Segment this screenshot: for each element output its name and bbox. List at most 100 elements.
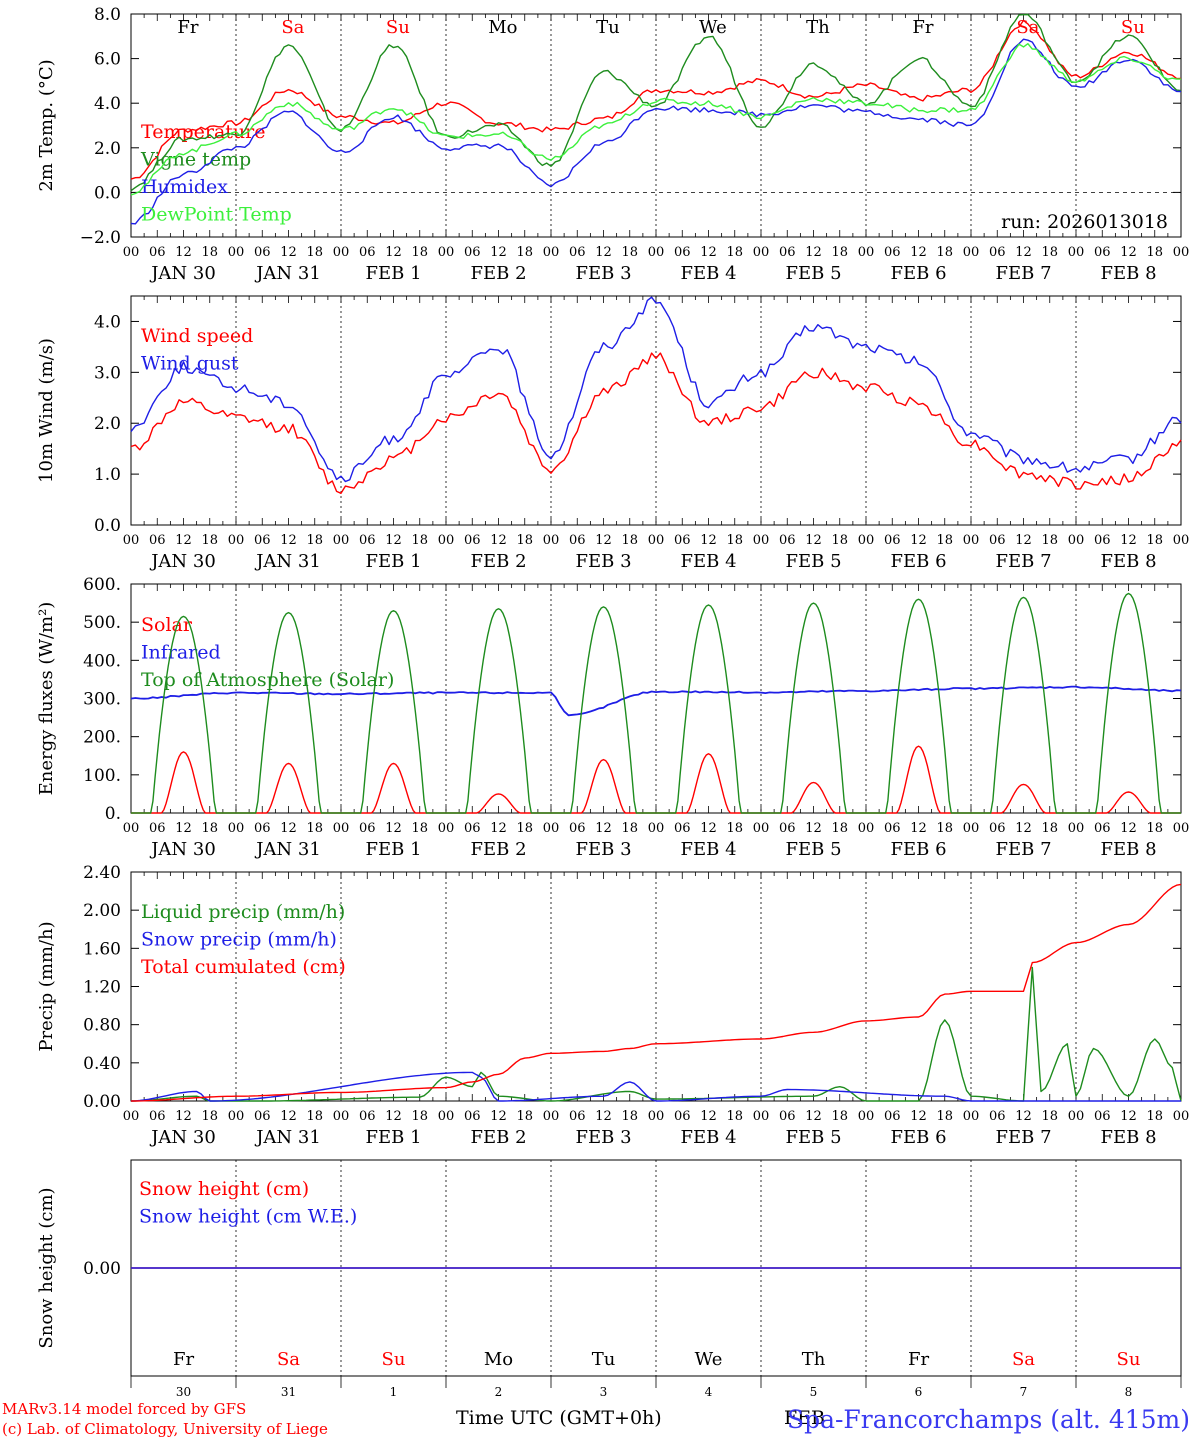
y-tick-label: 500.: [83, 613, 121, 633]
y-tick-label: 200.: [83, 728, 121, 748]
hour-tick-label: 12: [910, 1109, 927, 1124]
hour-tick-label: 06: [989, 245, 1006, 260]
hour-tick-label: 00: [858, 245, 875, 260]
hour-tick-label: 18: [201, 1109, 218, 1124]
series-line-humidex: [130, 38, 1182, 225]
hour-tick-label: 00: [648, 533, 665, 548]
hour-tick-label: 00: [333, 245, 350, 260]
legend-entry: Snow height (cm): [139, 1178, 309, 1200]
hour-tick-label: 00: [963, 245, 980, 260]
hour-tick-label: 00: [1173, 821, 1190, 836]
hour-tick-label: 00: [963, 1109, 980, 1124]
hour-tick-label: 12: [385, 1109, 402, 1124]
hour-tick-label: 06: [464, 1109, 481, 1124]
hour-tick-label: 06: [779, 821, 796, 836]
legend-entry: Wind gust: [141, 353, 239, 375]
hour-tick-label: 06: [674, 533, 691, 548]
hour-tick-label: 18: [201, 245, 218, 260]
weekday-label: Sa: [1016, 17, 1039, 38]
date-label: FEB 5: [785, 839, 841, 860]
hour-tick-label: 00: [858, 821, 875, 836]
day-number-label: 1: [390, 1385, 398, 1399]
day-number-label: 30: [176, 1385, 191, 1399]
series-line-total-cumulated-cm-: [131, 883, 1182, 1102]
hour-tick-label: 12: [175, 533, 192, 548]
hour-tick-label: 00: [438, 533, 455, 548]
hour-tick-label: 00: [753, 821, 770, 836]
hour-tick-label: 18: [936, 1109, 953, 1124]
date-label: FEB 3: [575, 839, 631, 860]
hour-tick-label: 00: [543, 245, 560, 260]
hour-tick-label: 00: [1068, 1109, 1085, 1124]
date-label: FEB 6: [890, 551, 946, 572]
day-number-label: 4: [705, 1385, 713, 1399]
hour-tick-label: 00: [858, 533, 875, 548]
date-label: FEB 5: [785, 551, 841, 572]
hour-tick-label: 00: [648, 821, 665, 836]
day-number-label: 8: [1125, 1385, 1133, 1399]
hour-tick-label: 18: [621, 533, 638, 548]
hour-tick-label: 12: [1015, 821, 1032, 836]
y-tick-label: 2.0: [94, 139, 121, 159]
hour-tick-label: 00: [543, 821, 560, 836]
hour-tick-label: 06: [1094, 1109, 1111, 1124]
y-axis-label: Precip (mm/h): [36, 921, 57, 1051]
hour-tick-label: 18: [306, 1109, 323, 1124]
y-tick-label: −2.0: [80, 228, 121, 248]
hour-tick-label: 06: [254, 245, 271, 260]
hour-tick-label: 00: [1173, 245, 1190, 260]
hour-tick-label: 00: [438, 1109, 455, 1124]
hour-tick-label: 18: [831, 245, 848, 260]
weekday-label: Tu: [592, 1349, 616, 1370]
hour-tick-label: 06: [674, 1109, 691, 1124]
legend-entry: Vigne temp: [140, 149, 251, 171]
hour-tick-label: 12: [175, 1109, 192, 1124]
hour-tick-label: 12: [595, 533, 612, 548]
wind-panel: 0.0 1.0 2.0 3.0 4.0 10m Wind (m/s) Wind speed W…: [36, 295, 1189, 572]
y-tick-label: 0.00: [83, 1092, 121, 1112]
energy-flux-panel: 0. 100. 200. 300. 400. 500. 600. Energy fluxes …: [36, 575, 1189, 860]
hour-tick-label: 00: [333, 1109, 350, 1124]
hour-tick-label: 18: [831, 821, 848, 836]
hour-tick-label: 18: [936, 533, 953, 548]
weekday-label: Su: [1121, 17, 1145, 38]
hour-tick-label: 18: [411, 1109, 428, 1124]
hour-tick-label: 00: [123, 1109, 140, 1124]
hour-tick-label: 12: [1120, 245, 1137, 260]
hour-tick-label: 00: [753, 533, 770, 548]
date-label: FEB 8: [1100, 1127, 1156, 1148]
hour-tick-label: 12: [280, 821, 297, 836]
date-label: JAN 31: [254, 263, 321, 284]
y-tick-label: 2.40: [83, 863, 121, 883]
hour-tick-label: 18: [726, 533, 743, 548]
temperature-panel: −2.0 0.0 2.0 4.0 6.0 8.0 2m Temp. (°C) Temperat…: [36, 5, 1189, 284]
hour-tick-label: 06: [569, 245, 586, 260]
hour-tick-label: 18: [1146, 1109, 1163, 1124]
hour-tick-label: 00: [1068, 821, 1085, 836]
hour-tick-label: 00: [543, 533, 560, 548]
hour-tick-label: 06: [779, 245, 796, 260]
legend-entry: DewPoint Temp: [141, 204, 292, 226]
hour-tick-label: 00: [438, 245, 455, 260]
date-label: FEB 8: [1100, 551, 1156, 572]
legend-entry: Snow precip (mm/h): [141, 929, 337, 951]
date-label: FEB 6: [890, 1127, 946, 1148]
hour-tick-label: 12: [805, 245, 822, 260]
hour-tick-label: 18: [831, 533, 848, 548]
y-tick-label: 4.0: [94, 94, 121, 114]
date-label: JAN 30: [149, 263, 216, 284]
hour-tick-label: 00: [123, 821, 140, 836]
hour-tick-label: 12: [1120, 821, 1137, 836]
hour-tick-label: 12: [490, 245, 507, 260]
weekday-label: Fr: [912, 17, 933, 38]
hour-tick-label: 12: [910, 533, 927, 548]
day-number-label: 2: [495, 1385, 503, 1399]
series-line-dewpoint-temp: [130, 43, 1181, 196]
y-tick-label: 1.20: [83, 978, 121, 998]
hour-tick-label: 06: [1094, 821, 1111, 836]
weekday-label: We: [695, 1349, 723, 1370]
hour-tick-label: 06: [989, 533, 1006, 548]
legend-entry: Infrared: [141, 642, 221, 664]
series-line-vigne-temp: [130, 13, 1182, 192]
hour-tick-label: 12: [490, 533, 507, 548]
